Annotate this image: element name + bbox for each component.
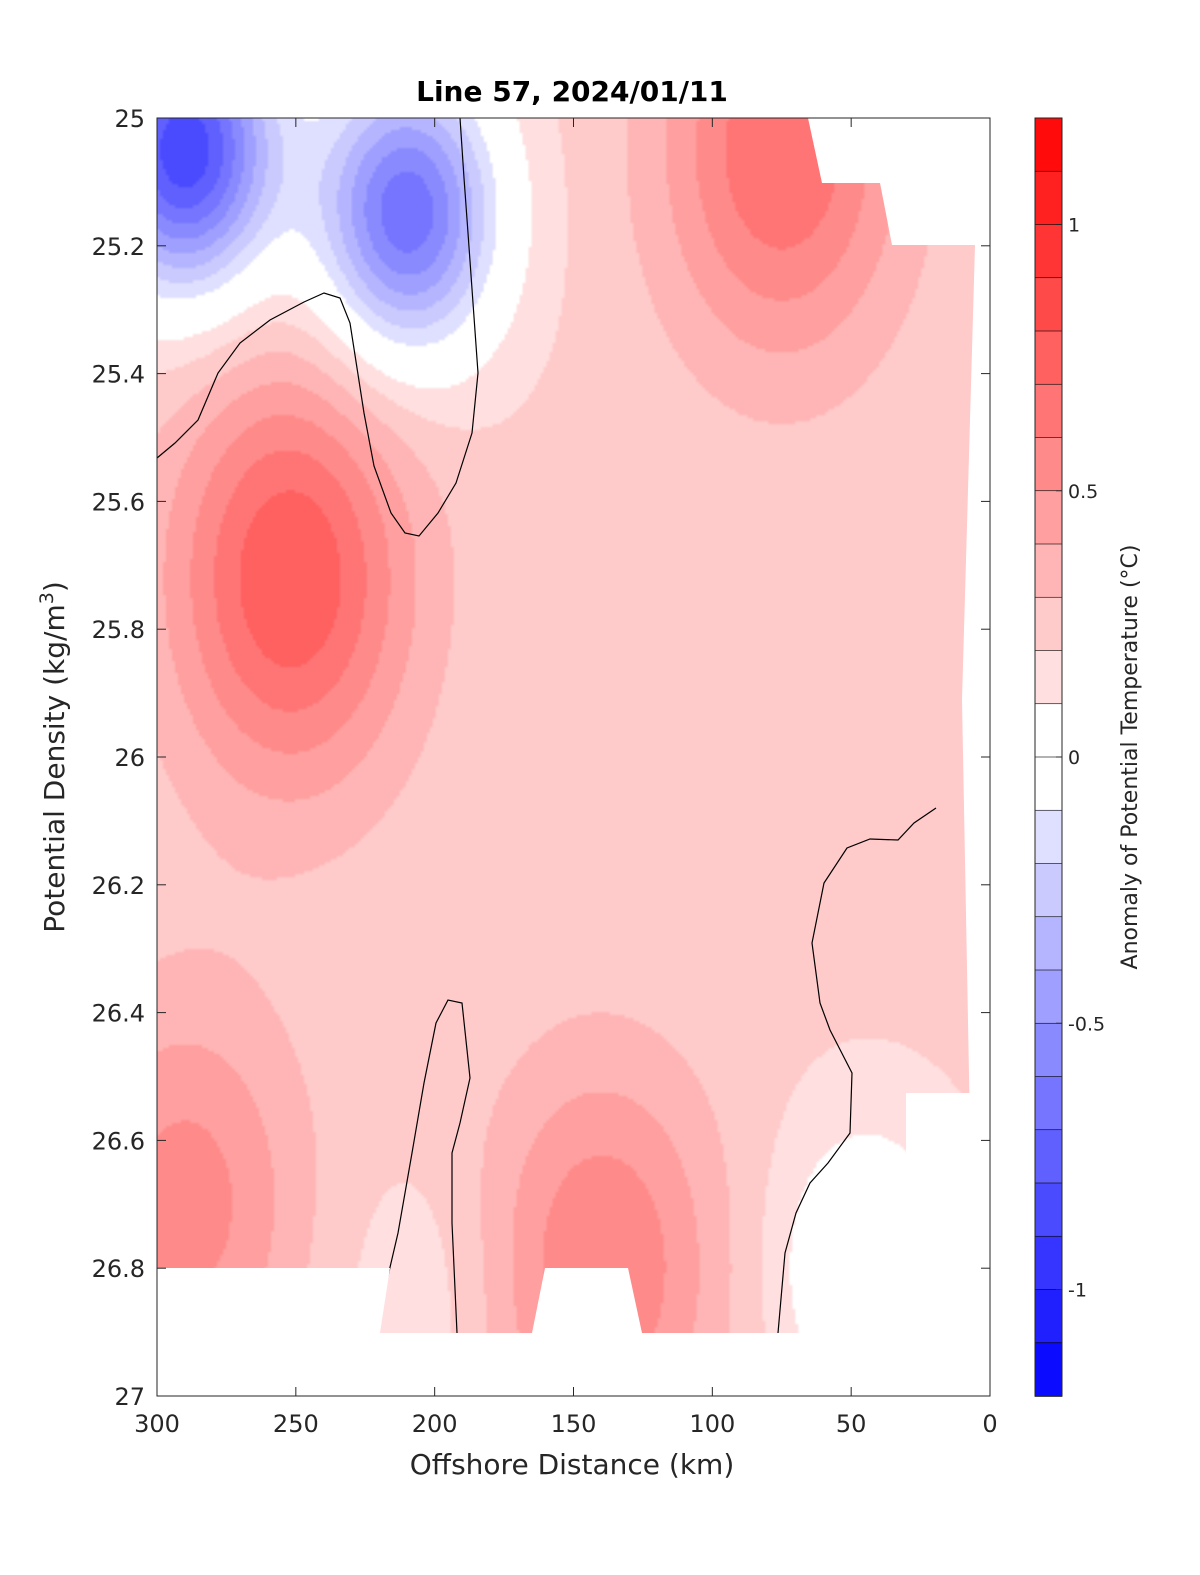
colorbar-swatch — [1034, 277, 1063, 332]
mask-bottom-left — [157, 1268, 390, 1333]
colorbar-swatch — [1034, 703, 1063, 758]
x-tick-label: 50 — [836, 1410, 867, 1438]
y-tick-label: 25.2 — [92, 233, 145, 261]
y-tick-label: 26.6 — [92, 1127, 145, 1155]
x-axis-label: Offshore Distance (km) — [410, 1448, 735, 1481]
zero-contour-lower-left — [383, 999, 471, 1334]
y-tick-label: 25.4 — [92, 361, 145, 389]
colorbar-swatch — [1034, 437, 1063, 492]
y-axis-label-main: Potential Density (kg/m — [38, 604, 71, 933]
colorbar-swatch — [1034, 1235, 1063, 1291]
colorbar-swatch — [1034, 330, 1063, 386]
colorbar-swatch — [1034, 1182, 1063, 1238]
colorbar-tick-label: -0.5 — [1068, 1013, 1105, 1035]
x-axis: 300 250 200 150 100 50 0 — [134, 118, 998, 1438]
colorbar-tick-label: 1 — [1068, 215, 1080, 237]
mask-top-right — [808, 118, 990, 245]
y-tick-label: 26.2 — [92, 872, 145, 900]
zero-contour-upper — [156, 117, 479, 537]
colorbar-swatch — [1034, 916, 1063, 971]
x-tick-label: 100 — [689, 1410, 735, 1438]
colorbar-swatch — [1034, 224, 1063, 279]
mask-bottom-right — [892, 1093, 990, 1333]
x-tick-label: 200 — [412, 1410, 458, 1438]
masked-regions — [157, 118, 990, 1396]
zero-contour-lower-right — [777, 807, 937, 1334]
colorbar: 1 0.5 0 -0.5 -1 — [1034, 117, 1105, 1397]
colorbar-tick-label: 0.5 — [1068, 481, 1098, 503]
colorbar-swatch — [1034, 1342, 1063, 1397]
mask-bottom — [157, 1333, 990, 1396]
colorbar-swatch — [1034, 170, 1063, 226]
x-tick-label: 150 — [551, 1410, 597, 1438]
temperature-anomaly-field — [157, 118, 990, 1396]
y-tick-label: 26 — [114, 744, 145, 772]
y-tick-label: 25.8 — [92, 616, 145, 644]
y-tick-label: 26.4 — [92, 1000, 145, 1028]
zero-contours — [156, 117, 937, 1334]
colorbar-tick-label: 0 — [1068, 747, 1080, 769]
mask-bottom-notch-1 — [532, 1268, 642, 1333]
heatmap-field — [157, 118, 990, 1396]
y-axis-label-superscript: 3 — [36, 592, 58, 604]
colorbar-swatch — [1034, 809, 1063, 865]
y-axis: 25 25.2 25.4 25.6 25.8 26 26.2 26.4 26.6 26.8 27 — [92, 105, 990, 1411]
x-tick-label: 250 — [273, 1410, 319, 1438]
y-axis-label-close: ) — [38, 581, 71, 592]
colorbar-swatch — [1034, 1076, 1063, 1131]
colorbar-swatch — [1034, 596, 1063, 652]
colorbar-swatch — [1034, 650, 1063, 705]
colorbar-label: Anomaly of Potential Temperature (°C) — [1118, 545, 1143, 970]
x-tick-label: 300 — [134, 1410, 180, 1438]
colorbar-swatch — [1034, 1289, 1063, 1344]
colorbar-swatch — [1034, 490, 1063, 545]
y-tick-label: 26.8 — [92, 1255, 145, 1283]
colorbar-swatch — [1034, 543, 1063, 599]
colorbar-swatch — [1034, 969, 1063, 1025]
colorbar-swatch — [1034, 383, 1063, 439]
colorbar-swatch — [1034, 756, 1063, 812]
chart-title: Line 57, 2024/01/11 — [416, 75, 728, 108]
colorbar-tick-label: -1 — [1068, 1280, 1087, 1302]
y-tick-label: 25.6 — [92, 488, 145, 516]
y-axis-label: Potential Density (kg/m3) — [36, 581, 71, 933]
colorbar-swatch — [1034, 1022, 1063, 1078]
x-tick-label: 0 — [982, 1410, 997, 1438]
colorbar-swatch — [1034, 863, 1063, 918]
y-tick-label: 25 — [114, 105, 145, 133]
colorbar-swatch — [1034, 1129, 1063, 1184]
y-tick-label: 27 — [114, 1383, 145, 1411]
colorbar-swatch — [1034, 117, 1063, 173]
